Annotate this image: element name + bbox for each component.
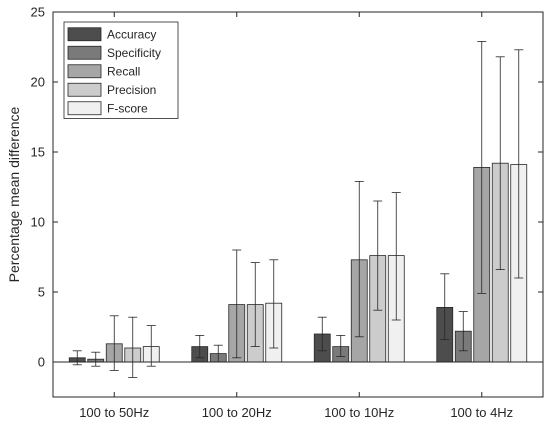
error-bar <box>91 351 101 367</box>
y-tick-label: 5 <box>38 285 45 300</box>
legend-swatch-specificity <box>67 45 102 60</box>
error-bar <box>109 315 119 371</box>
plot-area-frame <box>52 11 544 398</box>
legend-swatch-f-score <box>67 101 102 116</box>
y-tick-label: 10 <box>31 215 45 230</box>
error-bar <box>232 249 242 359</box>
error-bar <box>458 311 468 352</box>
y-tick-label: 20 <box>31 75 45 90</box>
y-tick-label: 25 <box>31 5 45 20</box>
error-bars-layer <box>72 41 524 378</box>
error-bar <box>128 316 138 378</box>
y-axis-label: Percentage mean difference <box>6 106 22 282</box>
legend-swatch-precision <box>67 82 102 97</box>
y-tick-label: 0 <box>38 355 45 370</box>
y-axis-ticks: 0 5 10 15 20 25 <box>31 5 543 370</box>
error-bar <box>317 316 327 352</box>
legend-label-recall: Recall <box>107 64 140 78</box>
legend-label-accuracy: Accuracy <box>107 27 156 41</box>
y-tick-label: 15 <box>31 145 45 160</box>
error-bar <box>269 259 279 349</box>
x-tick-label: 100 to 20Hz <box>202 405 272 420</box>
error-bar <box>373 200 383 311</box>
error-bar <box>495 56 505 271</box>
error-bar <box>477 41 487 294</box>
error-bar <box>514 49 524 279</box>
legend-swatch-accuracy <box>67 27 102 42</box>
error-bar <box>354 180 364 338</box>
legend-label-f-score: F-score <box>107 101 148 115</box>
error-bar <box>391 192 401 321</box>
x-tick-label: 100 to 10Hz <box>324 405 394 420</box>
error-bar <box>146 325 156 367</box>
error-bar <box>336 334 346 357</box>
error-bar <box>440 273 450 341</box>
x-tick-label: 100 to 4Hz <box>450 405 513 420</box>
legend-label-specificity: Specificity <box>107 46 161 60</box>
bars-layer <box>68 162 528 363</box>
legend-label-precision: Precision <box>107 83 156 97</box>
legend: Accuracy Specificity Recall Precision F-scor… <box>63 21 179 119</box>
x-axis-ticks: 100 to 50Hz 100 to 20Hz 100 to 10Hz 100 to … <box>79 12 513 420</box>
legend-swatch-recall <box>67 64 102 79</box>
error-bar <box>250 262 260 348</box>
error-bar <box>195 334 205 359</box>
x-tick-label: 100 to 50Hz <box>79 405 149 420</box>
